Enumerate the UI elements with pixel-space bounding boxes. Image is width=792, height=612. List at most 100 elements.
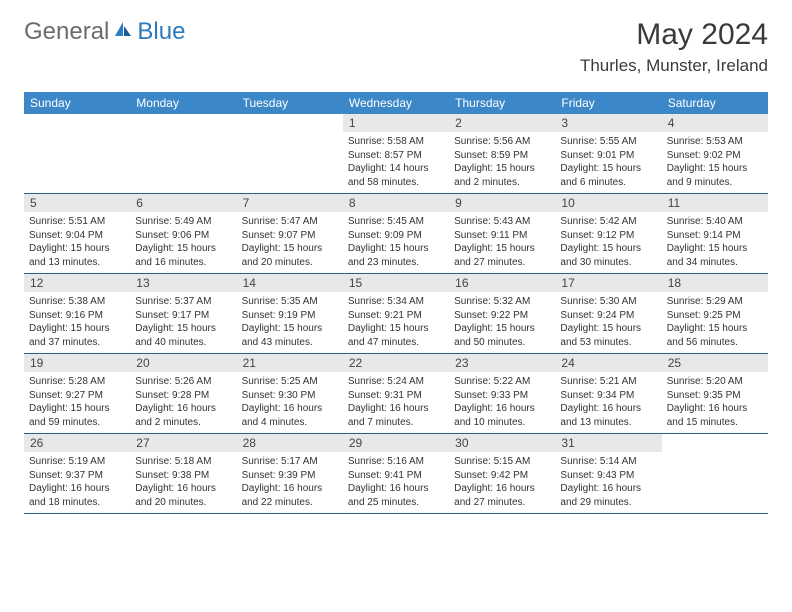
day-cell: 6Sunrise: 5:49 AMSunset: 9:06 PMDaylight… (130, 194, 236, 273)
logo-text-general: General (24, 18, 109, 46)
day-number: 2 (449, 114, 555, 132)
day-cell: 22Sunrise: 5:24 AMSunset: 9:31 PMDayligh… (343, 354, 449, 433)
day-info: Sunrise: 5:32 AMSunset: 9:22 PMDaylight:… (449, 292, 555, 353)
day-info: Sunrise: 5:45 AMSunset: 9:09 PMDaylight:… (343, 212, 449, 273)
day-info: Sunrise: 5:40 AMSunset: 9:14 PMDaylight:… (662, 212, 768, 273)
day-number: 13 (130, 274, 236, 292)
day-info: Sunrise: 5:53 AMSunset: 9:02 PMDaylight:… (662, 132, 768, 193)
day-cell: 20Sunrise: 5:26 AMSunset: 9:28 PMDayligh… (130, 354, 236, 433)
day-info: Sunrise: 5:19 AMSunset: 9:37 PMDaylight:… (24, 452, 130, 513)
day-header: Friday (555, 92, 661, 114)
day-info: Sunrise: 5:55 AMSunset: 9:01 PMDaylight:… (555, 132, 661, 193)
week-row: 19Sunrise: 5:28 AMSunset: 9:27 PMDayligh… (24, 354, 768, 434)
day-cell: 9Sunrise: 5:43 AMSunset: 9:11 PMDaylight… (449, 194, 555, 273)
week-row: 26Sunrise: 5:19 AMSunset: 9:37 PMDayligh… (24, 434, 768, 514)
week-row: 12Sunrise: 5:38 AMSunset: 9:16 PMDayligh… (24, 274, 768, 354)
day-header: Saturday (662, 92, 768, 114)
week-row: 5Sunrise: 5:51 AMSunset: 9:04 PMDaylight… (24, 194, 768, 274)
day-cell: 31Sunrise: 5:14 AMSunset: 9:43 PMDayligh… (555, 434, 661, 513)
day-number: 14 (237, 274, 343, 292)
logo-sail-icon (113, 20, 133, 45)
calendar: SundayMondayTuesdayWednesdayThursdayFrid… (24, 92, 768, 514)
day-number: 15 (343, 274, 449, 292)
day-info: Sunrise: 5:20 AMSunset: 9:35 PMDaylight:… (662, 372, 768, 433)
day-header: Thursday (449, 92, 555, 114)
day-info: Sunrise: 5:17 AMSunset: 9:39 PMDaylight:… (237, 452, 343, 513)
week-row: 1Sunrise: 5:58 AMSunset: 8:57 PMDaylight… (24, 114, 768, 194)
day-info: Sunrise: 5:37 AMSunset: 9:17 PMDaylight:… (130, 292, 236, 353)
day-number: 16 (449, 274, 555, 292)
day-number: 5 (24, 194, 130, 212)
day-cell: 13Sunrise: 5:37 AMSunset: 9:17 PMDayligh… (130, 274, 236, 353)
day-number: 22 (343, 354, 449, 372)
title-block: May 2024 Thurles, Munster, Ireland (580, 18, 768, 76)
day-number: 8 (343, 194, 449, 212)
day-info: Sunrise: 5:15 AMSunset: 9:42 PMDaylight:… (449, 452, 555, 513)
day-info: Sunrise: 5:49 AMSunset: 9:06 PMDaylight:… (130, 212, 236, 273)
day-number: 28 (237, 434, 343, 452)
logo: General Blue (24, 18, 185, 46)
day-cell (662, 434, 768, 513)
day-cell: 25Sunrise: 5:20 AMSunset: 9:35 PMDayligh… (662, 354, 768, 433)
day-cell: 15Sunrise: 5:34 AMSunset: 9:21 PMDayligh… (343, 274, 449, 353)
day-info: Sunrise: 5:30 AMSunset: 9:24 PMDaylight:… (555, 292, 661, 353)
day-info: Sunrise: 5:58 AMSunset: 8:57 PMDaylight:… (343, 132, 449, 193)
day-info: Sunrise: 5:47 AMSunset: 9:07 PMDaylight:… (237, 212, 343, 273)
day-info: Sunrise: 5:42 AMSunset: 9:12 PMDaylight:… (555, 212, 661, 273)
day-cell: 4Sunrise: 5:53 AMSunset: 9:02 PMDaylight… (662, 114, 768, 193)
day-number: 18 (662, 274, 768, 292)
day-info: Sunrise: 5:24 AMSunset: 9:31 PMDaylight:… (343, 372, 449, 433)
day-number: 7 (237, 194, 343, 212)
day-number: 24 (555, 354, 661, 372)
day-cell: 21Sunrise: 5:25 AMSunset: 9:30 PMDayligh… (237, 354, 343, 433)
day-number: 30 (449, 434, 555, 452)
logo-text-blue: Blue (137, 18, 185, 46)
day-number: 11 (662, 194, 768, 212)
day-cell: 14Sunrise: 5:35 AMSunset: 9:19 PMDayligh… (237, 274, 343, 353)
day-number: 6 (130, 194, 236, 212)
day-number: 20 (130, 354, 236, 372)
day-info: Sunrise: 5:38 AMSunset: 9:16 PMDaylight:… (24, 292, 130, 353)
day-number: 17 (555, 274, 661, 292)
day-cell: 12Sunrise: 5:38 AMSunset: 9:16 PMDayligh… (24, 274, 130, 353)
location: Thurles, Munster, Ireland (580, 56, 768, 76)
header: General Blue May 2024 Thurles, Munster, … (0, 0, 792, 84)
day-cell (24, 114, 130, 193)
day-cell: 7Sunrise: 5:47 AMSunset: 9:07 PMDaylight… (237, 194, 343, 273)
day-header-row: SundayMondayTuesdayWednesdayThursdayFrid… (24, 92, 768, 114)
day-info: Sunrise: 5:22 AMSunset: 9:33 PMDaylight:… (449, 372, 555, 433)
day-number: 4 (662, 114, 768, 132)
day-cell: 10Sunrise: 5:42 AMSunset: 9:12 PMDayligh… (555, 194, 661, 273)
day-number: 9 (449, 194, 555, 212)
day-number: 27 (130, 434, 236, 452)
day-info: Sunrise: 5:28 AMSunset: 9:27 PMDaylight:… (24, 372, 130, 433)
day-number: 3 (555, 114, 661, 132)
day-number: 25 (662, 354, 768, 372)
day-info: Sunrise: 5:35 AMSunset: 9:19 PMDaylight:… (237, 292, 343, 353)
day-number: 21 (237, 354, 343, 372)
day-number: 10 (555, 194, 661, 212)
day-header: Tuesday (237, 92, 343, 114)
day-cell: 1Sunrise: 5:58 AMSunset: 8:57 PMDaylight… (343, 114, 449, 193)
day-number: 29 (343, 434, 449, 452)
day-cell: 28Sunrise: 5:17 AMSunset: 9:39 PMDayligh… (237, 434, 343, 513)
day-cell: 19Sunrise: 5:28 AMSunset: 9:27 PMDayligh… (24, 354, 130, 433)
day-number: 1 (343, 114, 449, 132)
day-cell: 16Sunrise: 5:32 AMSunset: 9:22 PMDayligh… (449, 274, 555, 353)
day-info: Sunrise: 5:16 AMSunset: 9:41 PMDaylight:… (343, 452, 449, 513)
month-title: May 2024 (580, 18, 768, 52)
day-info: Sunrise: 5:43 AMSunset: 9:11 PMDaylight:… (449, 212, 555, 273)
day-info: Sunrise: 5:26 AMSunset: 9:28 PMDaylight:… (130, 372, 236, 433)
day-info: Sunrise: 5:34 AMSunset: 9:21 PMDaylight:… (343, 292, 449, 353)
day-info: Sunrise: 5:51 AMSunset: 9:04 PMDaylight:… (24, 212, 130, 273)
day-header: Sunday (24, 92, 130, 114)
day-cell (130, 114, 236, 193)
day-cell: 23Sunrise: 5:22 AMSunset: 9:33 PMDayligh… (449, 354, 555, 433)
day-info: Sunrise: 5:21 AMSunset: 9:34 PMDaylight:… (555, 372, 661, 433)
day-cell: 29Sunrise: 5:16 AMSunset: 9:41 PMDayligh… (343, 434, 449, 513)
day-header: Wednesday (343, 92, 449, 114)
day-cell: 24Sunrise: 5:21 AMSunset: 9:34 PMDayligh… (555, 354, 661, 433)
day-number: 19 (24, 354, 130, 372)
day-cell: 27Sunrise: 5:18 AMSunset: 9:38 PMDayligh… (130, 434, 236, 513)
day-cell: 3Sunrise: 5:55 AMSunset: 9:01 PMDaylight… (555, 114, 661, 193)
